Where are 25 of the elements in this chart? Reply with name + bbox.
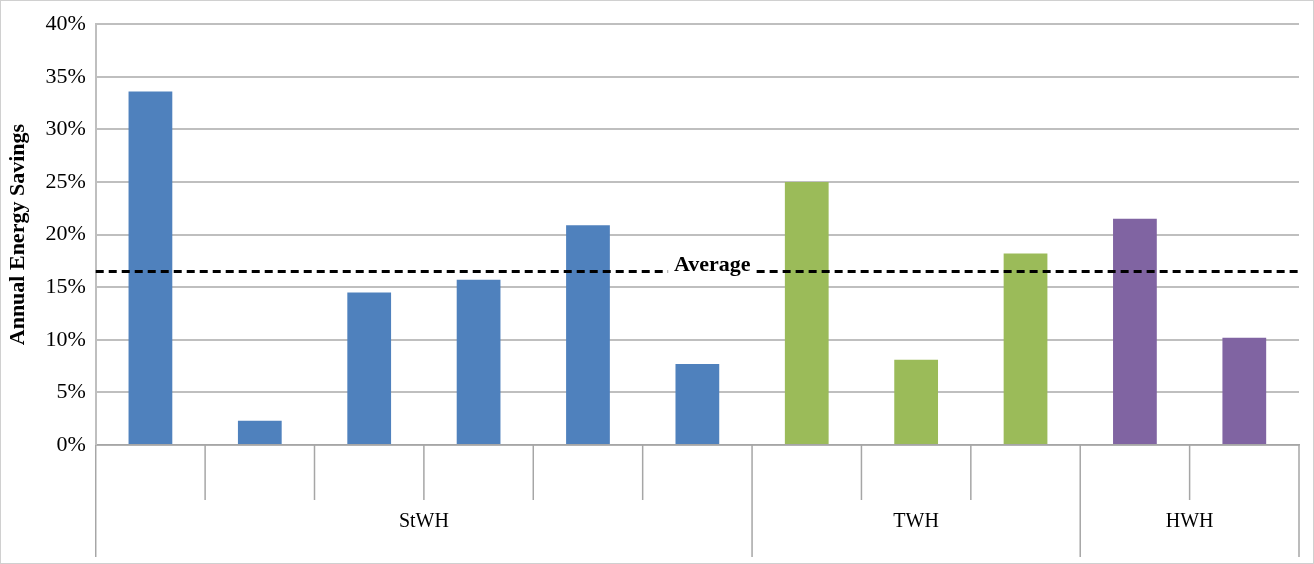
- y-tick-label: 35%: [45, 62, 86, 88]
- bar: [894, 359, 939, 444]
- y-tick-label: 25%: [45, 167, 86, 193]
- bar: [347, 292, 392, 444]
- y-tick-label: 20%: [45, 220, 86, 246]
- bar: [1003, 253, 1048, 444]
- y-tick-label: 0%: [56, 430, 86, 456]
- y-tick-label: 40%: [45, 9, 86, 35]
- text: HWH: [1165, 509, 1214, 532]
- bar: [675, 364, 720, 444]
- bar: [237, 420, 282, 444]
- bar: [1222, 337, 1267, 444]
- y-tick-label: 30%: [45, 115, 86, 141]
- y-tick-label: 15%: [45, 272, 86, 298]
- bar: [1113, 218, 1157, 444]
- y-tick-label: 10%: [45, 325, 86, 351]
- y-axis-title: Annual Energy Savings: [3, 123, 29, 346]
- y-tick-label: 5%: [56, 378, 86, 404]
- text: TWH: [893, 509, 939, 532]
- bar: [128, 91, 173, 444]
- text: StWH: [398, 509, 449, 532]
- bar: [456, 279, 501, 444]
- bar: [784, 182, 829, 444]
- ref-line-label: Average: [674, 251, 751, 277]
- bar: [566, 225, 610, 444]
